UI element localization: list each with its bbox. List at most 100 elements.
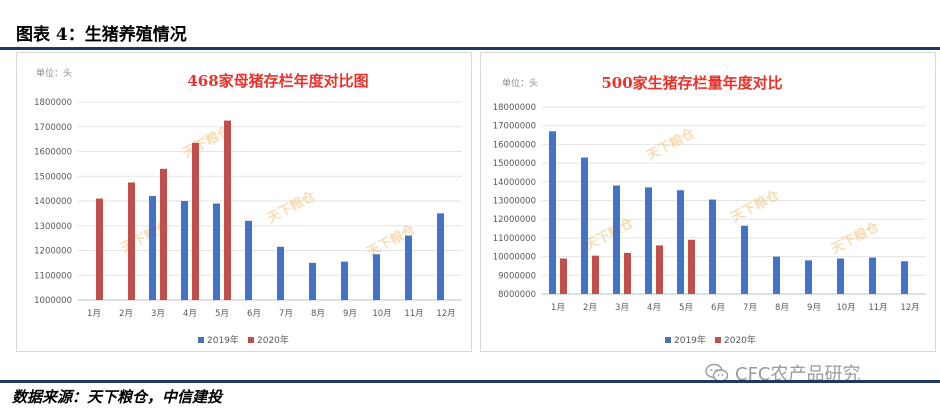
bars (96, 120, 444, 300)
bar-2020年-2月 (128, 182, 135, 300)
x-tick-label: 9月 (807, 303, 821, 313)
bar-2020年-5月 (224, 120, 231, 300)
y-tick-label: 14000000 (493, 178, 536, 188)
legend-label-2020年: 2020年 (257, 334, 289, 346)
x-tick-label: 1月 (551, 303, 565, 313)
legend-swatch-2020年 (715, 337, 721, 343)
footer-rule (0, 380, 940, 383)
x-tick-label: 6月 (711, 303, 725, 313)
x-tick-label: 2月 (119, 309, 133, 319)
bar-2020年-3月 (160, 168, 167, 300)
unit-label: 单位：头 (36, 67, 72, 79)
bar-2020年-4月 (192, 142, 199, 300)
account-name: CFC农产品研究 (735, 364, 861, 385)
y-tick-label: 9000000 (498, 271, 536, 281)
bar-2019年-7月 (277, 246, 284, 300)
bars (549, 131, 908, 294)
y-tick-label: 13000000 (493, 197, 536, 207)
bar-2020年-4月 (656, 245, 663, 294)
hog-inventory-chart: 单位：头 500家生猪存栏量年度对比 天下粮仓 天下粮仓 天下粮仓 天下粮仓 8000… (480, 52, 936, 352)
y-tick-label: 16000000 (493, 140, 536, 150)
bar-2020年-1月 (560, 258, 567, 294)
y-tick-label: 1400000 (34, 197, 72, 207)
x-tick-label: 11月 (404, 309, 423, 319)
x-tick-label: 1月 (87, 309, 101, 319)
chart-frame (480, 52, 936, 352)
unit-label: 单位：头 (502, 77, 538, 89)
figure-title: 图表 4：生猪养殖情况 (16, 25, 187, 45)
bar-2019年-8月 (309, 262, 316, 300)
header-rule (0, 47, 940, 50)
bar-2019年-11月 (869, 257, 876, 294)
legend-label-2020年: 2020年 (724, 334, 756, 346)
chart-frame (16, 52, 472, 352)
x-tick-label: 8月 (311, 309, 325, 319)
x-tick-label: 5月 (215, 309, 229, 319)
legend-swatch-2020年 (248, 337, 254, 343)
y-tick-label: 12000000 (493, 215, 536, 225)
bar-2020年-1月 (96, 198, 103, 300)
bar-2019年-12月 (437, 213, 444, 300)
y-tick-label: 1700000 (34, 123, 72, 133)
x-tick-label: 12月 (900, 303, 919, 313)
x-tick-label: 4月 (183, 309, 197, 319)
source-note: 数据来源：天下粮仓，中信建投 (12, 388, 223, 406)
bar-2020年-5月 (688, 239, 695, 294)
x-tick-label: 12月 (436, 309, 455, 319)
y-tick-label: 11000000 (493, 234, 536, 244)
y-tick-label: 1500000 (34, 172, 72, 182)
figure-header: 图表 4：生猪养殖情况 (0, 0, 940, 48)
legend: 2019年 2020年 (665, 334, 756, 346)
bar-2019年-4月 (645, 187, 652, 294)
chart-title: 500家生猪存栏量年度对比 (601, 74, 782, 92)
x-tick-label: 10月 (372, 309, 391, 319)
x-tick-label: 7月 (743, 303, 757, 313)
grid-lines (542, 106, 926, 295)
legend-label-2019年: 2019年 (674, 334, 706, 346)
bar-2019年-3月 (149, 196, 156, 300)
bar-2019年-10月 (373, 254, 380, 300)
y-tick-label: 10000000 (493, 253, 536, 263)
bar-2019年-3月 (613, 185, 620, 294)
y-tick-label: 15000000 (493, 159, 536, 169)
bar-2019年-8月 (773, 256, 780, 294)
y-tick-label: 1200000 (34, 247, 72, 257)
bar-2019年-6月 (245, 220, 252, 300)
y-tick-label: 18000000 (493, 103, 536, 113)
y-tick-label: 8000000 (498, 290, 536, 300)
bar-2019年-1月 (549, 131, 556, 294)
bar-2019年-7月 (741, 225, 748, 294)
chart-title: 468家母猪存栏年度对比图 (187, 72, 368, 90)
x-tick-label: 6月 (247, 309, 261, 319)
x-tick-label: 7月 (279, 309, 293, 319)
grid-lines (78, 101, 462, 301)
sow-inventory-chart: 单位：头 468家母猪存栏年度对比图 天下粮仓 天下粮仓 天下粮仓 天下粮仓 1000… (16, 52, 472, 352)
legend-swatch-2019年 (198, 337, 204, 343)
bar-2019年-2月 (581, 157, 588, 294)
y-tick-label: 1300000 (34, 222, 72, 232)
legend-label-2019年: 2019年 (207, 334, 239, 346)
bar-2019年-6月 (709, 199, 716, 294)
bar-2020年-2月 (592, 255, 599, 294)
y-tick-label: 17000000 (493, 122, 536, 132)
legend-swatch-2019年 (665, 337, 671, 343)
x-tick-label: 5月 (679, 303, 693, 313)
y-tick-label: 1600000 (34, 148, 72, 158)
x-tick-label: 9月 (343, 309, 357, 319)
y-tick-label: 1100000 (34, 271, 72, 281)
x-tick-label: 4月 (647, 303, 661, 313)
legend: 2019年 2020年 (198, 334, 289, 346)
bar-2019年-12月 (901, 261, 908, 294)
bar-2019年-9月 (341, 261, 348, 300)
bar-2019年-9月 (805, 260, 812, 294)
bar-2019年-10月 (837, 258, 844, 294)
bar-2019年-4月 (181, 201, 188, 300)
y-tick-label: 1800000 (34, 98, 72, 108)
x-tick-label: 8月 (775, 303, 789, 313)
x-tick-label: 11月 (868, 303, 887, 313)
bar-2019年-5月 (213, 203, 220, 300)
axis-labels: 8000000 9000000 10000000 11000000 12000000 13… (493, 103, 920, 313)
bar-2019年-11月 (405, 235, 412, 300)
x-tick-label: 10月 (836, 303, 855, 313)
